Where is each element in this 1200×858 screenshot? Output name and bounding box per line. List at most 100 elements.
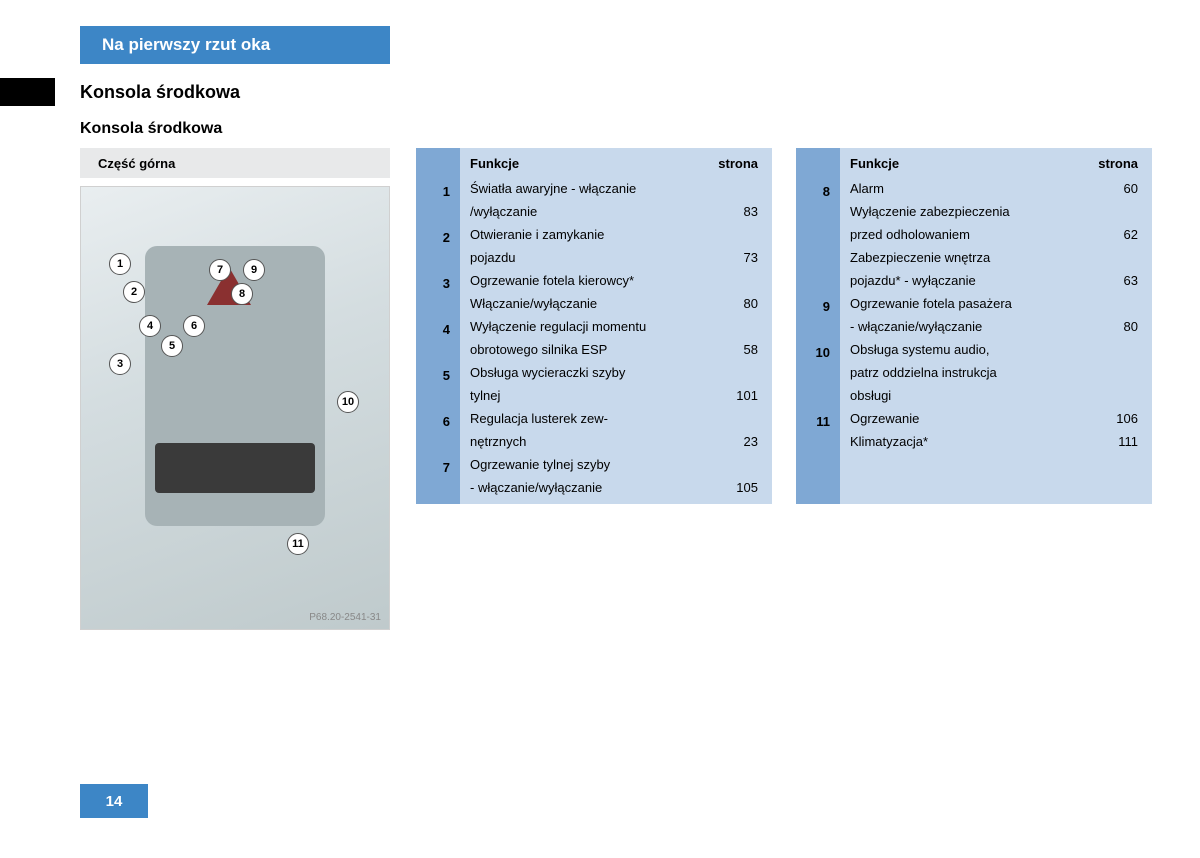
- callout-8: 8: [231, 283, 253, 305]
- table-header-row: Funkcje strona: [460, 148, 772, 179]
- function-text: pojazdu* - wyłączanie: [850, 273, 1090, 288]
- image-code: P68.20-2541-31: [309, 612, 381, 623]
- function-text: Obsługa wycieraczki szyby: [470, 365, 710, 380]
- page-ref: 62: [1090, 227, 1138, 242]
- table-row: Klimatyzacja*111: [840, 432, 1152, 455]
- page-ref: 105: [710, 480, 758, 495]
- function-text: obrotowego silnika ESP: [470, 342, 710, 357]
- row-number: [796, 228, 840, 251]
- image-caption: Część górna: [98, 156, 175, 171]
- table-row: Alarm60: [840, 179, 1152, 202]
- function-text: nętrznych: [470, 434, 710, 449]
- callout-10: 10: [337, 391, 359, 413]
- function-text: Zabezpieczenie wnętrza: [850, 250, 1090, 265]
- table-row: Światła awaryjne - włączanie: [460, 179, 772, 202]
- function-text: Wyłączenie zabezpieczenia: [850, 204, 1090, 219]
- function-text: Regulacja lusterek zew-: [470, 411, 710, 426]
- table-header-row: Funkcje strona: [840, 148, 1152, 179]
- table-row: - włączanie/wyłączanie80: [840, 317, 1152, 340]
- row-number: [416, 251, 460, 274]
- table-row: Ogrzewanie tylnej szyby: [460, 455, 772, 478]
- callout-5: 5: [161, 335, 183, 357]
- callout-1: 1: [109, 253, 131, 275]
- row-number: [416, 481, 460, 504]
- row-number: 6: [416, 412, 460, 435]
- table-row: Włączanie/wyłączanie80: [460, 294, 772, 317]
- row-number: [796, 274, 840, 297]
- table-row: Ogrzewanie fotela pasażera: [840, 294, 1152, 317]
- row-number: 3: [416, 274, 460, 297]
- page-ref: 80: [1090, 319, 1138, 334]
- col-header-function: Funkcje: [470, 156, 519, 171]
- table-row: patrz oddzielna instrukcja: [840, 363, 1152, 386]
- table-row: Zabezpieczenie wnętrza: [840, 248, 1152, 271]
- page-number: 14: [80, 784, 148, 818]
- table-row: obrotowego silnika ESP58: [460, 340, 772, 363]
- page-ref: 60: [1090, 181, 1138, 196]
- table-row: Ogrzewanie106: [840, 409, 1152, 432]
- console-illustration: 1234567891011 P68.20-2541-31: [80, 186, 390, 630]
- page-number-value: 14: [106, 793, 123, 810]
- row-number: [416, 389, 460, 412]
- table-header-spacer: [416, 148, 460, 182]
- functions-table-2: 891011 Funkcje strona Alarm60Wyłączenie …: [796, 148, 1152, 504]
- table-row: tylnej101: [460, 386, 772, 409]
- callout-6: 6: [183, 315, 205, 337]
- page-ref: 80: [710, 296, 758, 311]
- row-number: [416, 343, 460, 366]
- row-number: 1: [416, 182, 460, 205]
- function-text: Wyłączenie regulacji momentu: [470, 319, 710, 334]
- table-row: Ogrzewanie fotela kierowcy*: [460, 271, 772, 294]
- row-number: 9: [796, 297, 840, 320]
- row-number: 2: [416, 228, 460, 251]
- callout-3: 3: [109, 353, 131, 375]
- table-row: Obsługa wycieraczki szyby: [460, 363, 772, 386]
- page-ref: 63: [1090, 273, 1138, 288]
- row-number: [796, 389, 840, 412]
- table-row: Otwieranie i zamykanie: [460, 225, 772, 248]
- row-number: [796, 320, 840, 343]
- page-ref: 58: [710, 342, 758, 357]
- table-row: obsługi: [840, 386, 1152, 409]
- row-number: 8: [796, 182, 840, 205]
- function-text: Ogrzewanie fotela kierowcy*: [470, 273, 710, 288]
- table-row: Regulacja lusterek zew-: [460, 409, 772, 432]
- function-text: - włączanie/wyłączanie: [850, 319, 1090, 334]
- table-row: przed odholowaniem62: [840, 225, 1152, 248]
- page-title: Konsola środkowa: [80, 82, 240, 103]
- page-ref: 106: [1090, 411, 1138, 426]
- row-number: 7: [416, 458, 460, 481]
- col-header-function: Funkcje: [850, 156, 899, 171]
- section-subtitle: Konsola środkowa: [80, 120, 222, 138]
- table-row: nętrznych23: [460, 432, 772, 455]
- function-text: /wyłączanie: [470, 204, 710, 219]
- function-text: Włączanie/wyłączanie: [470, 296, 710, 311]
- page-ref: 73: [710, 250, 758, 265]
- table-row: Wyłączenie regulacji momentu: [460, 317, 772, 340]
- row-number: 10: [796, 343, 840, 366]
- function-text: przed odholowaniem: [850, 227, 1090, 242]
- table-row: Obsługa systemu audio,: [840, 340, 1152, 363]
- row-number: [796, 435, 840, 458]
- row-number: 5: [416, 366, 460, 389]
- row-number: [796, 205, 840, 228]
- callout-4: 4: [139, 315, 161, 337]
- radio-shape: [155, 443, 315, 493]
- row-number: [416, 435, 460, 458]
- table-row: pojazdu* - wyłączanie63: [840, 271, 1152, 294]
- function-text: patrz oddzielna instrukcja: [850, 365, 1090, 380]
- page-ref: 101: [710, 388, 758, 403]
- row-number: [796, 366, 840, 389]
- function-text: Ogrzewanie: [850, 411, 1090, 426]
- table-row: /wyłączanie83: [460, 202, 772, 225]
- functions-table-1: 1234567 Funkcje strona Światła awaryjne …: [416, 148, 772, 504]
- table-row: - włączanie/wyłączanie105: [460, 478, 772, 501]
- thumb-tab: [0, 78, 55, 106]
- function-text: Otwieranie i zamykanie: [470, 227, 710, 242]
- function-text: - włączanie/wyłączanie: [470, 480, 710, 495]
- row-number: [796, 251, 840, 274]
- function-text: Obsługa systemu audio,: [850, 342, 1090, 357]
- table-header-spacer: [796, 148, 840, 182]
- callout-11: 11: [287, 533, 309, 555]
- row-number: [416, 297, 460, 320]
